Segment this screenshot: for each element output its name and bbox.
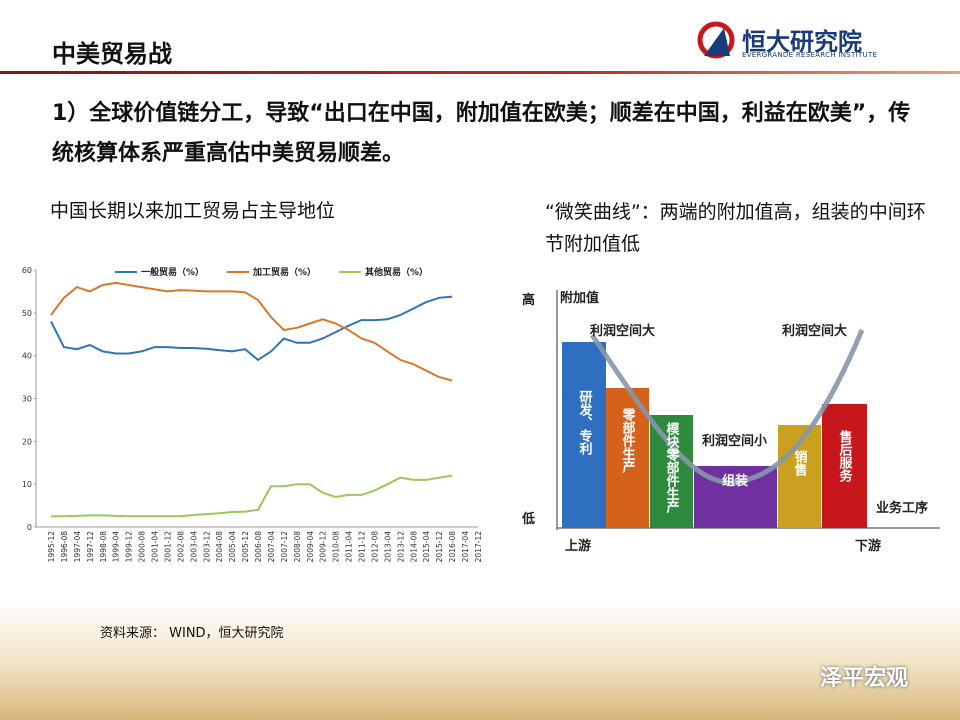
x-tick-label: 1997-12: [86, 531, 95, 563]
x-tick-label: 2017-12: [474, 531, 482, 563]
y-tick-label: 30: [22, 395, 32, 404]
y-low: 低: [521, 511, 535, 527]
x-tick-label: 2011-12: [358, 531, 367, 563]
x-tick-label: 2013-04: [383, 531, 392, 563]
smile-curve: [589, 329, 865, 485]
y-tick-label: 20: [22, 437, 32, 446]
x-tick-label: 2000-08: [138, 531, 147, 563]
y-label: 附加值: [560, 290, 599, 306]
x-tick-label: 2003-12: [202, 531, 211, 563]
logo-subtext: EVERGRANDE RESEARCH INSTITUTE: [742, 51, 878, 59]
stage-label: 销售: [792, 449, 808, 477]
x-tick-label: 2013-12: [396, 531, 405, 563]
x-tick-label: 2012-08: [370, 531, 379, 563]
x-tick-label: 2015-12: [435, 531, 444, 563]
x-tick-label: 2016-08: [448, 531, 457, 563]
chart-background: [20, 255, 482, 585]
line-chart: 0 10 20 30 40 50 60 1995-12 1996-08 1997-04 1997-1…: [20, 255, 482, 585]
stage-label: 模块零部件生产: [664, 421, 681, 514]
x-tick-label: 2004-08: [215, 531, 224, 563]
x-tick-label: 1996-08: [60, 531, 69, 563]
smile-diagram: 高 附加值 低 业务工序 上游 下游 利润空间大 利润空间大 利润空间小 研发、…: [521, 290, 940, 554]
x-tick-label: 1998-08: [99, 531, 108, 563]
x-tick-label: 2014-08: [409, 531, 418, 563]
header-rule: [0, 71, 960, 74]
x-tick-label: 2005-12: [241, 531, 250, 563]
x-tick-label: 2005-04: [228, 531, 237, 563]
x-tick-label: 2015-04: [422, 531, 431, 563]
y-high: 高: [522, 292, 535, 308]
x-label: 业务工序: [876, 500, 928, 516]
logo-text: 恒大研究院: [742, 28, 862, 56]
stage-label: 零部件生产: [620, 408, 637, 474]
x-tick-label: 2009-04: [306, 531, 315, 563]
y-tick-label: 50: [22, 309, 32, 318]
x-tick-label: 1995-12: [47, 531, 56, 563]
y-tick-label: 40: [22, 352, 32, 361]
watermark: 泽平宏观: [820, 666, 909, 691]
profit-label: 利润空间大: [782, 323, 847, 339]
x-tick-label: 2008-08: [293, 531, 302, 563]
y-tick-label: 60: [22, 266, 32, 275]
chart-caption: 中国长期以来加工贸易占主导地位: [50, 200, 336, 222]
profit-label: 利润空间大: [590, 323, 655, 339]
y-tick-label: 0: [27, 523, 32, 532]
downstream: 下游: [855, 538, 881, 554]
x-tick-label: 1999-04: [112, 531, 121, 563]
x-tick-label: 2006-08: [254, 531, 263, 563]
x-tick-label: 2001-04: [151, 531, 160, 563]
logo-icon: [697, 21, 735, 59]
series-line: [51, 474, 453, 518]
slide-title: 中美贸易战: [52, 40, 172, 68]
stage-label: 售后服务: [837, 429, 853, 483]
x-tick-label: 1999-12: [125, 531, 134, 563]
stage-label: 组装: [722, 473, 748, 489]
legend-label: 其他贸易（%）: [365, 266, 428, 278]
diagram-caption: “微笑曲线”：两端的附加值高，组装的中间环节附加值低: [545, 201, 926, 255]
series-line: [50, 281, 453, 382]
x-tick-label: 2002-08: [176, 531, 185, 563]
stage-label: 研发、专利: [577, 390, 594, 456]
source-note: 资料来源： WIND，恒大研究院: [100, 626, 284, 641]
profit-label: 利润空间小: [702, 433, 767, 449]
x-tick-label: 1997-04: [73, 531, 82, 563]
x-tick-label: 2010-08: [332, 531, 341, 563]
series-line: [50, 295, 453, 362]
legend-label: 加工贸易（%）: [252, 266, 316, 278]
stage-bar: [822, 404, 867, 528]
x-tick-label: 2011-04: [345, 531, 354, 563]
x-tick-label: 2001-12: [163, 531, 172, 563]
stage-bar: [562, 342, 606, 528]
x-tick-label: 2007-12: [280, 531, 289, 563]
y-tick-label: 10: [22, 480, 32, 489]
legend-label: 一般贸易（%）: [141, 266, 204, 278]
footer-decoration: [0, 600, 960, 720]
x-tick-label: 2009-12: [319, 531, 328, 563]
main-point: 1）全球价值链分工，导致“出口在中国，附加值在欧美；顺差在中国，利益在欧美”，传…: [52, 101, 911, 166]
x-tick-label: 2007-04: [267, 531, 276, 563]
stage-bar: [650, 415, 693, 528]
upstream: 上游: [565, 538, 591, 554]
x-tick-label: 2017-04: [461, 531, 470, 563]
x-tick-label: 2003-04: [189, 531, 198, 563]
